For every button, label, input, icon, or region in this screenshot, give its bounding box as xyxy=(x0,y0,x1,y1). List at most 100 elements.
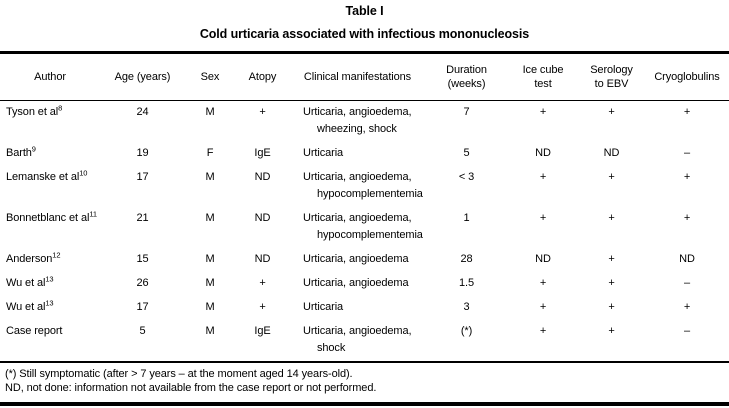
cell-author: Wu et al13 xyxy=(6,274,54,289)
reference-superscript: 10 xyxy=(79,168,88,178)
cell-ice-cube-test: + xyxy=(539,106,547,118)
cell-serology-to-ebv: + xyxy=(608,301,615,313)
column-header-cryoglobulins: Cryoglobulins xyxy=(645,52,729,101)
reference-superscript: 9 xyxy=(31,144,36,154)
cell-atopy: + xyxy=(259,301,266,313)
paper-table-page: Table I Cold urticaria associated with i… xyxy=(0,4,729,406)
cell-cryoglobulins: – xyxy=(683,277,691,289)
cell-ice-cube-test: + xyxy=(539,171,547,183)
cell-atopy: + xyxy=(259,106,266,118)
column-header-sex: Sex xyxy=(185,52,235,101)
cell-author: Wu et al13 xyxy=(6,298,54,313)
cell-age: 5 xyxy=(139,325,146,337)
table-header: Author Age (years) Sex Atopy Clinical ma… xyxy=(0,52,729,101)
cell-serology-to-ebv: + xyxy=(608,277,615,289)
column-header-duration: Duration (weeks) xyxy=(425,52,508,101)
cell-clinical-manifestations: Urticaria xyxy=(303,301,344,313)
cell-duration: 3 xyxy=(463,301,470,313)
footnote-nd-definition: ND, not done: information not available … xyxy=(5,382,377,394)
cell-ice-cube-test: + xyxy=(539,212,547,224)
cell-atopy: ND xyxy=(254,253,271,265)
table-row: Anderson12 15 M ND Urticaria, angioedema… xyxy=(0,248,729,272)
table-row: Wu et al13 17 M + Urticaria 3 + + + xyxy=(0,296,729,320)
cell-serology-to-ebv: + xyxy=(608,171,615,183)
cell-ice-cube-test: + xyxy=(539,277,547,289)
cell-author: Bonnetblanc et al11 xyxy=(6,209,97,224)
cell-serology-to-ebv: + xyxy=(608,106,615,118)
table-row: Lemanske et al10 17 M ND Urticaria, angi… xyxy=(0,166,729,207)
cell-atopy: + xyxy=(259,277,266,289)
cell-duration: (*) xyxy=(460,325,473,337)
cell-ice-cube-test: ND xyxy=(535,147,551,159)
reference-superscript: 13 xyxy=(45,274,54,284)
cell-serology-to-ebv: + xyxy=(608,212,615,224)
cell-ice-cube-test: ND xyxy=(535,253,551,265)
cell-cryoglobulins: + xyxy=(683,171,691,183)
cell-age: 21 xyxy=(136,212,149,224)
cell-duration: < 3 xyxy=(458,171,475,183)
cell-sex: M xyxy=(205,325,215,337)
cell-clinical-manifestations: Urticaria, angioedema, wheezing, shock xyxy=(303,106,412,135)
cell-serology-to-ebv: ND xyxy=(603,147,620,159)
cell-author: Barth9 xyxy=(6,144,36,159)
cell-author: Lemanske et al10 xyxy=(6,168,88,183)
cell-age: 17 xyxy=(136,301,149,313)
cell-clinical-manifestations: Urticaria, angioedema xyxy=(303,253,409,265)
cell-ice-cube-test: + xyxy=(539,325,547,337)
cell-age: 17 xyxy=(136,171,149,183)
cell-serology-to-ebv: + xyxy=(608,253,615,265)
footnote-symptomatic: (*) Still symptomatic (after > 7 years –… xyxy=(5,368,353,380)
cell-atopy: ND xyxy=(254,171,271,183)
table-row: Tyson et al8 24 M + Urticaria, angioedem… xyxy=(0,101,729,143)
column-header-atopy: Atopy xyxy=(235,52,290,101)
cell-duration: 1 xyxy=(463,212,470,224)
cell-age: 19 xyxy=(136,147,149,159)
cell-author: Tyson et al8 xyxy=(6,103,63,118)
cell-serology-to-ebv: + xyxy=(608,325,615,337)
title-block: Table I Cold urticaria associated with i… xyxy=(0,4,729,41)
cell-sex: M xyxy=(205,253,215,265)
table-row: Case report 5 M IgE Urticaria, angioedem… xyxy=(0,320,729,362)
cell-cryoglobulins: – xyxy=(683,325,691,337)
table-body: Tyson et al8 24 M + Urticaria, angioedem… xyxy=(0,101,729,363)
cell-sex: M xyxy=(205,277,215,289)
cell-age: 26 xyxy=(136,277,149,289)
cell-duration: 5 xyxy=(463,147,470,159)
reference-superscript: 11 xyxy=(89,209,97,219)
table-row: Wu et al13 26 M + Urticaria, angioedema … xyxy=(0,272,729,296)
footnotes: (*) Still symptomatic (after > 7 years –… xyxy=(0,367,729,395)
cell-clinical-manifestations: Urticaria, angioedema, hypocomplementemi… xyxy=(303,212,423,241)
cell-cryoglobulins: ND xyxy=(679,253,695,265)
cell-cryoglobulins: + xyxy=(683,301,691,313)
cell-duration: 7 xyxy=(463,106,470,118)
reference-superscript: 13 xyxy=(45,298,54,308)
cell-author: Case report xyxy=(6,325,63,337)
cell-clinical-manifestations: Urticaria, angioedema, shock xyxy=(303,325,412,354)
cell-atopy: ND xyxy=(254,212,271,224)
cell-cryoglobulins: + xyxy=(683,106,691,118)
cell-cryoglobulins: + xyxy=(683,212,691,224)
column-header-clinical-manifestations: Clinical manifestations xyxy=(290,52,425,101)
cell-duration: 28 xyxy=(460,253,473,265)
cell-duration: 1.5 xyxy=(459,277,474,289)
column-header-age: Age (years) xyxy=(100,52,185,101)
table-row: Bonnetblanc et al11 21 M ND Urticaria, a… xyxy=(0,207,729,248)
table-title: Cold urticaria associated with infectiou… xyxy=(199,27,530,41)
cell-sex: M xyxy=(205,212,215,224)
cell-atopy: IgE xyxy=(254,325,271,337)
cell-age: 24 xyxy=(136,106,149,118)
reference-superscript: 12 xyxy=(52,250,61,260)
cell-ice-cube-test: + xyxy=(539,301,547,313)
cell-sex: M xyxy=(205,301,215,313)
column-header-ice-cube-test: Ice cube test xyxy=(508,52,578,101)
cell-atopy: IgE xyxy=(254,147,271,159)
data-table: Author Age (years) Sex Atopy Clinical ma… xyxy=(0,51,729,363)
table-label: Table I xyxy=(345,4,384,18)
column-header-author: Author xyxy=(0,52,100,101)
cell-sex: F xyxy=(206,147,214,159)
cell-sex: M xyxy=(205,106,215,118)
cell-clinical-manifestations: Urticaria xyxy=(303,147,344,159)
reference-superscript: 8 xyxy=(58,103,63,113)
cell-age: 15 xyxy=(136,253,149,265)
header-row: Author Age (years) Sex Atopy Clinical ma… xyxy=(0,52,729,101)
